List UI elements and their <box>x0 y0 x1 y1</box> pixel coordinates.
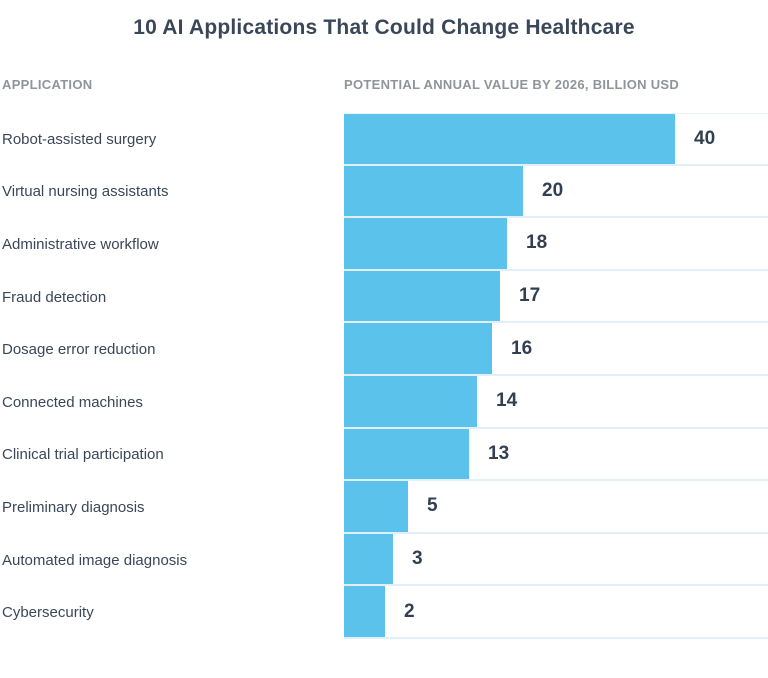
row-label: Clinical trial participation <box>2 446 164 464</box>
column-header-value: POTENTIAL ANNUAL VALUE BY 2026, BILLION … <box>344 77 680 92</box>
bar-track: 2 <box>344 586 768 639</box>
page-title: 10 AI Applications That Could Change Hea… <box>133 16 635 39</box>
bar <box>344 533 393 585</box>
bar <box>344 114 675 164</box>
value-label: 5 <box>427 495 438 517</box>
value-label: 16 <box>511 337 533 359</box>
bar-track: 18 <box>344 218 768 271</box>
bar-track: 3 <box>344 533 768 587</box>
chart: Robot-assisted surgery 40 Virtual nursing … <box>0 113 768 639</box>
bar-track: 40 <box>344 113 768 166</box>
row-label: Virtual nursing assistants <box>2 183 169 201</box>
value-label: 3 <box>412 548 423 570</box>
bar <box>344 218 507 269</box>
value-label: 13 <box>488 442 510 464</box>
bar <box>344 270 500 322</box>
row-label: Administrative workflow <box>2 235 159 253</box>
chart-row: Automated image diagnosis 3 <box>0 533 768 587</box>
row-label: Automated image diagnosis <box>2 551 188 569</box>
row-label: Dosage error reduction <box>2 341 156 359</box>
bar-track: 14 <box>344 375 768 429</box>
row-label: Cybersecurity <box>2 604 94 622</box>
column-headers: APPLICATION POTENTIAL ANNUAL VALUE BY 20… <box>0 77 768 93</box>
row-label: Connected machines <box>2 393 143 411</box>
infographic: 10 AI Applications That Could Change Hea… <box>0 15 768 678</box>
bar-track: 17 <box>344 270 768 324</box>
bar <box>344 428 469 480</box>
value-label: 17 <box>519 285 541 307</box>
bar <box>344 375 477 427</box>
chart-row: Connected machines 14 <box>0 375 768 429</box>
value-label: 18 <box>526 232 548 254</box>
value-label: 20 <box>542 179 564 201</box>
bar <box>344 323 492 374</box>
bar-track: 20 <box>344 165 768 219</box>
value-label: 40 <box>694 127 716 149</box>
chart-row: Dosage error reduction 16 <box>0 323 768 376</box>
bar <box>344 586 385 637</box>
value-label: 14 <box>496 390 518 412</box>
chart-row: Cybersecurity 2 <box>0 586 768 639</box>
column-header-application: APPLICATION <box>2 77 93 92</box>
chart-row: Fraud detection 17 <box>0 270 768 324</box>
chart-row: Administrative workflow 18 <box>0 218 768 271</box>
bar-track: 16 <box>344 323 768 376</box>
chart-row: Robot-assisted surgery 40 <box>0 113 768 166</box>
row-label: Robot-assisted surgery <box>2 130 157 148</box>
row-label: Preliminary diagnosis <box>2 498 145 516</box>
chart-row: Clinical trial participation 13 <box>0 428 768 482</box>
bar <box>344 481 408 532</box>
chart-row: Virtual nursing assistants 20 <box>0 165 768 219</box>
bar-track: 5 <box>344 481 768 534</box>
value-label: 2 <box>404 600 415 622</box>
bar-track: 13 <box>344 428 768 482</box>
bar <box>344 165 523 217</box>
row-label: Fraud detection <box>2 288 107 306</box>
chart-row: Preliminary diagnosis 5 <box>0 481 768 534</box>
